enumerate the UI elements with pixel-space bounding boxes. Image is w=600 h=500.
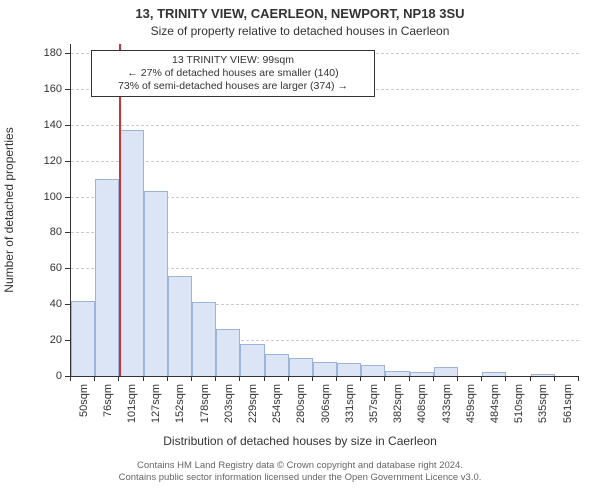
y-tick — [65, 161, 70, 162]
annotation-line3: 73% of semi-detached houses are larger (… — [98, 80, 368, 93]
histogram-bar — [119, 130, 143, 376]
x-tick — [143, 376, 144, 381]
x-tick-label: 331sqm — [344, 384, 356, 423]
y-tick-label: 160 — [22, 83, 62, 95]
histogram-bar — [361, 365, 385, 376]
plot-area: 13 TRINITY VIEW: 99sqm ← 27% of detached… — [70, 44, 579, 377]
x-tick — [70, 376, 71, 381]
histogram-bar — [192, 302, 216, 376]
histogram-bar — [216, 329, 240, 376]
histogram-bar — [289, 358, 313, 376]
x-tick — [505, 376, 506, 381]
y-tick-label: 80 — [22, 226, 62, 238]
x-tick — [360, 376, 361, 381]
y-tick — [65, 89, 70, 90]
histogram-bar — [265, 354, 289, 376]
annotation-line1: 13 TRINITY VIEW: 99sqm — [98, 54, 368, 67]
y-tick — [65, 268, 70, 269]
y-tick — [65, 197, 70, 198]
x-tick-label: 433sqm — [441, 384, 453, 423]
x-tick — [409, 376, 410, 381]
x-tick — [312, 376, 313, 381]
x-tick — [384, 376, 385, 381]
histogram-bar — [337, 363, 361, 376]
histogram-bar — [410, 372, 434, 376]
footer-line1: Contains HM Land Registry data © Crown c… — [0, 460, 600, 472]
x-tick — [457, 376, 458, 381]
annotation-box: 13 TRINITY VIEW: 99sqm ← 27% of detached… — [91, 50, 375, 97]
x-tick-label: 127sqm — [150, 384, 162, 423]
x-tick — [94, 376, 95, 381]
x-tick — [264, 376, 265, 381]
grid-line — [71, 125, 579, 126]
y-tick-label: 140 — [22, 119, 62, 131]
x-tick — [288, 376, 289, 381]
x-tick-label: 254sqm — [271, 384, 283, 423]
x-tick — [239, 376, 240, 381]
x-tick-label: 561sqm — [562, 384, 574, 423]
x-tick-label: 408sqm — [416, 384, 428, 423]
y-tick — [65, 53, 70, 54]
x-tick-label: 510sqm — [513, 384, 525, 423]
y-tick-label: 20 — [22, 334, 62, 346]
x-tick-label: 357sqm — [368, 384, 380, 423]
y-tick-label: 40 — [22, 298, 62, 310]
histogram-bar — [385, 371, 409, 376]
histogram-bar — [144, 191, 168, 376]
x-tick-label: 535sqm — [537, 384, 549, 423]
chart-title-subtitle: Size of property relative to detached ho… — [0, 24, 600, 38]
histogram-bar — [531, 374, 555, 376]
histogram-bar — [313, 362, 337, 376]
x-axis-label: Distribution of detached houses by size … — [0, 434, 600, 448]
x-tick-label: 152sqm — [174, 384, 186, 423]
y-tick-label: 0 — [22, 370, 62, 382]
footer-line2: Contains public sector information licen… — [0, 472, 600, 484]
y-axis-label: Number of detached properties — [2, 127, 16, 292]
x-tick — [191, 376, 192, 381]
x-tick-label: 382sqm — [392, 384, 404, 423]
histogram-bar — [240, 344, 264, 376]
x-tick — [578, 376, 579, 381]
chart-title-address: 13, TRINITY VIEW, CAERLEON, NEWPORT, NP1… — [0, 6, 600, 21]
x-tick — [554, 376, 555, 381]
x-tick-label: 280sqm — [295, 384, 307, 423]
histogram-bar — [434, 367, 458, 376]
x-tick — [481, 376, 482, 381]
x-tick-label: 101sqm — [126, 384, 138, 423]
y-tick-label: 100 — [22, 191, 62, 203]
annotation-line2: ← 27% of detached houses are smaller (14… — [98, 67, 368, 80]
x-tick — [215, 376, 216, 381]
x-tick — [118, 376, 119, 381]
x-tick — [167, 376, 168, 381]
grid-line — [71, 161, 579, 162]
x-tick — [530, 376, 531, 381]
x-tick-label: 50sqm — [78, 384, 90, 417]
y-tick — [65, 232, 70, 233]
x-tick-label: 178sqm — [199, 384, 211, 423]
y-tick — [65, 340, 70, 341]
histogram-bar — [95, 179, 119, 376]
y-tick-label: 180 — [22, 47, 62, 59]
x-tick-label: 459sqm — [465, 384, 477, 423]
y-tick-label: 120 — [22, 155, 62, 167]
x-tick-label: 229sqm — [247, 384, 259, 423]
x-tick-label: 484sqm — [489, 384, 501, 423]
footer-attribution: Contains HM Land Registry data © Crown c… — [0, 460, 600, 484]
x-tick-label: 203sqm — [223, 384, 235, 423]
x-tick — [433, 376, 434, 381]
x-tick — [336, 376, 337, 381]
x-tick-label: 306sqm — [320, 384, 332, 423]
y-tick — [65, 125, 70, 126]
histogram-bar — [71, 301, 95, 376]
histogram-bar — [482, 372, 506, 376]
y-tick — [65, 304, 70, 305]
y-tick-label: 60 — [22, 262, 62, 274]
x-tick-label: 76sqm — [102, 384, 114, 417]
histogram-bar — [168, 276, 192, 376]
